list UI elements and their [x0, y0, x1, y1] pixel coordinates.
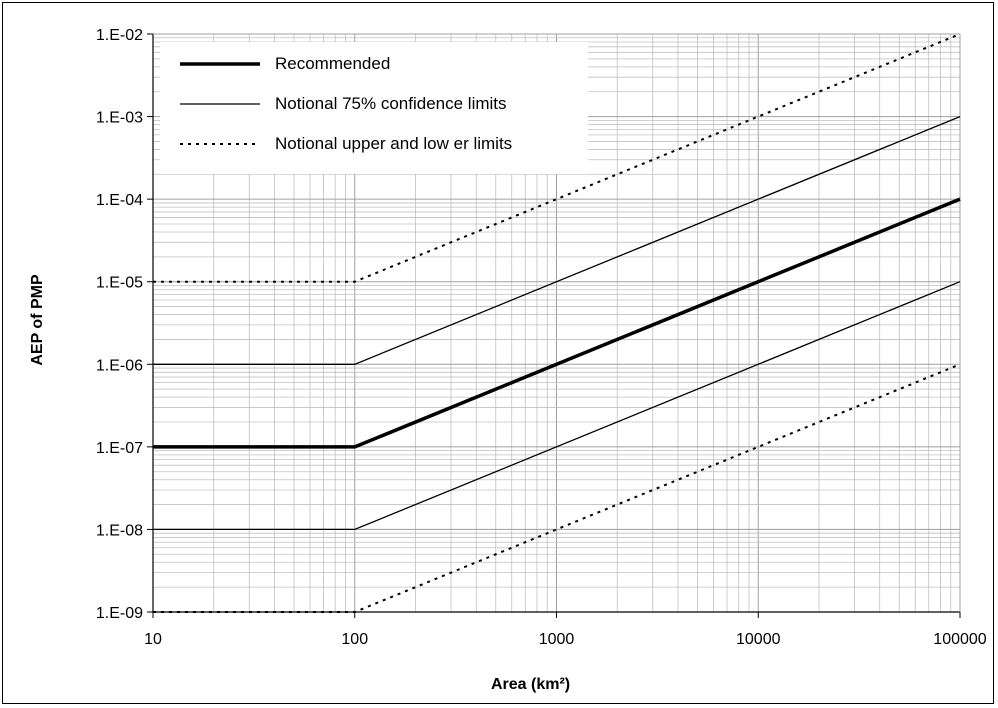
series-line-0-thick-solid	[153, 197, 961, 449]
legend-swatch-dotted	[180, 143, 260, 145]
legend-label-confidence-limits: Notional 75% confidence limits	[275, 94, 507, 113]
tick-labels: 1.E-09 1.E-08 1.E-07 1.E-06 1.E-05 1.E-04 1.E-…	[96, 27, 987, 648]
axes	[147, 33, 961, 618]
legend-item-confidence-limits: Notional 75% confidence limits	[180, 93, 507, 115]
legend-label-upper-lower-limits: Notional upper and low er limits	[275, 134, 513, 153]
legend-swatch-thick-solid	[180, 62, 260, 66]
series-line-3-dotted	[153, 33, 961, 283]
y-tick-label: 1.E-03	[96, 110, 143, 127]
x-tick-label: 100000	[933, 631, 986, 648]
legend-label-recommended: Recommended	[275, 54, 391, 73]
legend-item-recommended: Recommended	[180, 53, 390, 75]
y-tick-label: 1.E-04	[96, 192, 143, 209]
y-tick-label: 1.E-07	[96, 440, 143, 457]
y-tick-label: 1.E-05	[96, 275, 143, 292]
series-line-1-thin-solid	[153, 115, 961, 365]
series-line-4-dotted	[153, 363, 961, 613]
series-line-2-thin-solid	[153, 281, 961, 531]
x-tick-label: 10	[144, 631, 162, 648]
x-tick-label: 10000	[736, 631, 781, 648]
y-tick-label: 1.E-08	[96, 522, 143, 539]
y-tick-label: 1.E-02	[96, 27, 143, 44]
y-tick-label: 1.E-09	[96, 605, 143, 622]
x-tick-label: 1000	[539, 631, 575, 648]
legend-item-upper-lower-limits: Notional upper and low er limits	[180, 133, 512, 155]
legend: Recommended Notional 75% confidence limi…	[160, 42, 588, 174]
y-axis-label: AEP of PMP	[29, 274, 46, 366]
x-axis-label: Area (km²)	[491, 676, 571, 693]
legend-swatch-thin-solid	[180, 103, 260, 105]
series-group	[153, 33, 961, 613]
x-tick-label: 100	[341, 631, 368, 648]
y-tick-label: 1.E-06	[96, 357, 143, 374]
